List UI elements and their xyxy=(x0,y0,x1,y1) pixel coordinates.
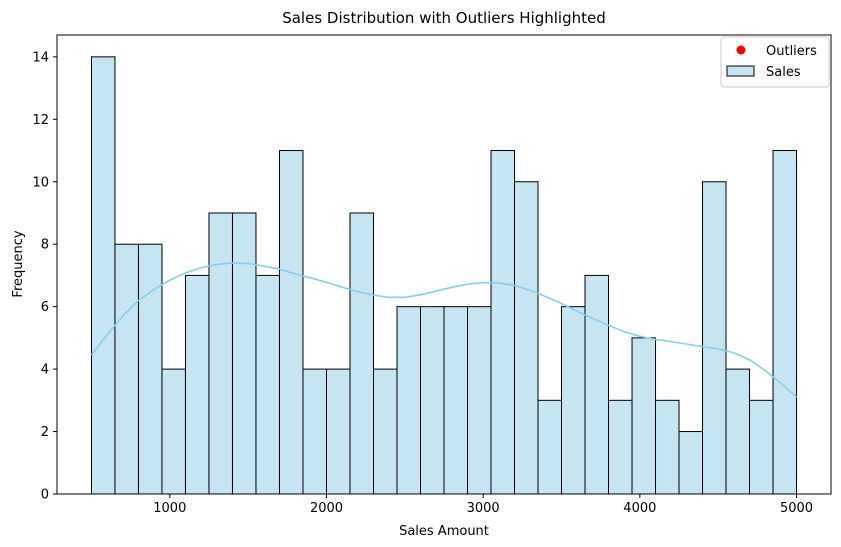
histogram-bar xyxy=(443,306,469,495)
y-tick-label: 0 xyxy=(41,488,49,503)
x-tick-label: 5000 xyxy=(780,501,813,516)
histogram-bar xyxy=(302,368,327,495)
histogram-bar xyxy=(584,274,610,495)
legend-sales-swatch xyxy=(726,65,755,77)
histogram-bar xyxy=(231,212,257,495)
histogram-bar xyxy=(90,56,116,495)
y-tick-label: 4 xyxy=(41,363,49,378)
x-tick-label: 2000 xyxy=(310,501,343,516)
y-tick-label: 2 xyxy=(41,425,49,440)
histogram-bar xyxy=(655,399,680,495)
histogram-bar xyxy=(419,306,445,495)
histogram-bar xyxy=(349,212,374,495)
histogram-bar xyxy=(678,431,704,495)
histogram-bar xyxy=(278,150,304,495)
y-tick-label: 12 xyxy=(32,113,49,128)
y-axis-title: Frequency xyxy=(11,230,26,297)
histogram-bar xyxy=(608,399,633,495)
histogram-bar xyxy=(467,306,492,495)
x-axis-title: Sales Amount xyxy=(399,524,489,539)
histogram-bar xyxy=(372,368,398,495)
legend-sales-label: Sales xyxy=(766,65,801,80)
histogram-bar xyxy=(161,368,186,495)
y-tick-label: 6 xyxy=(41,300,49,315)
histogram-bar xyxy=(749,399,774,495)
histogram-bar xyxy=(396,306,421,495)
histogram-bar xyxy=(208,212,233,495)
x-tick-label: 4000 xyxy=(623,501,656,516)
histogram-bar xyxy=(725,368,751,495)
x-tick-label: 1000 xyxy=(153,501,186,516)
histogram-bar xyxy=(184,274,210,495)
axes-frame xyxy=(56,34,832,495)
histogram-bar xyxy=(772,150,798,495)
histogram-bar xyxy=(137,243,163,495)
histogram-bar xyxy=(490,150,516,495)
histogram-bar xyxy=(631,337,657,495)
histogram-bar xyxy=(114,243,139,495)
histogram-bar xyxy=(561,306,586,495)
legend-outliers-marker xyxy=(736,45,746,55)
kde-line xyxy=(90,262,798,398)
chart-title: Sales Distribution with Outliers Highlig… xyxy=(282,9,606,27)
y-tick-label: 14 xyxy=(32,50,49,65)
plot-area: 1000 2000 3000 4000 5000 0 2 4 6 8 10 12 14 xyxy=(32,34,832,516)
legend: Outliers Sales xyxy=(720,36,830,88)
histogram-bar xyxy=(255,274,280,495)
histogram-bar xyxy=(514,181,539,495)
legend-outliers-label: Outliers xyxy=(766,44,817,59)
y-tick-label: 10 xyxy=(32,175,49,190)
histogram-bar xyxy=(702,181,727,495)
x-tick-label: 3000 xyxy=(467,501,500,516)
histogram-bar xyxy=(325,368,351,495)
histogram-bar xyxy=(537,399,563,495)
y-tick-label: 8 xyxy=(41,238,49,253)
